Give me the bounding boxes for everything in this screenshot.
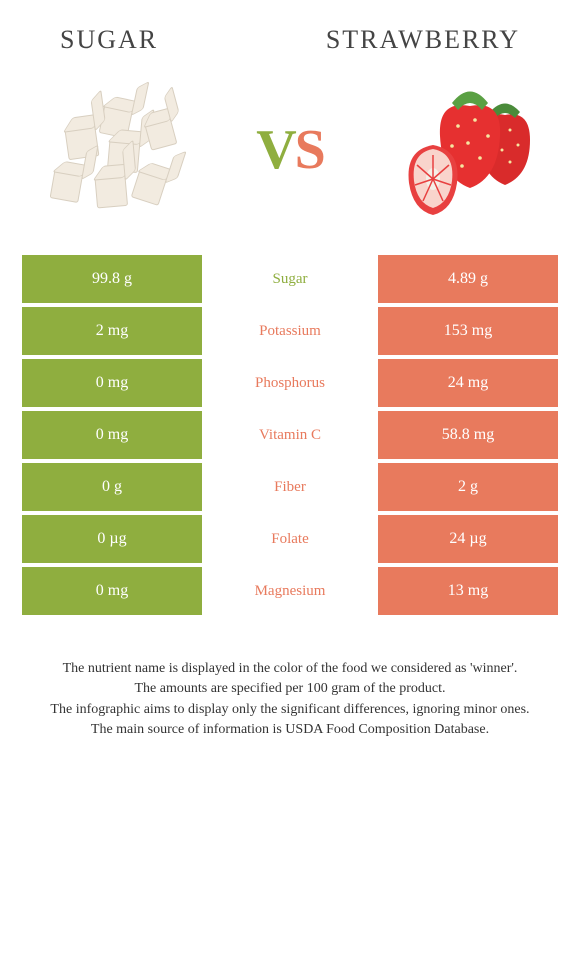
footer-line: The infographic aims to display only the…	[22, 700, 558, 720]
cell-nutrient-label: Potassium	[202, 307, 378, 355]
cell-right-value: 24 µg	[378, 515, 558, 563]
footer-notes: The nutrient name is displayed in the co…	[0, 619, 580, 740]
table-row: 0 mg Magnesium 13 mg	[22, 567, 558, 615]
cell-nutrient-label: Phosphorus	[202, 359, 378, 407]
table-row: 0 mg Phosphorus 24 mg	[22, 359, 558, 407]
cell-right-value: 4.89 g	[378, 255, 558, 303]
cell-left-value: 0 g	[22, 463, 202, 511]
vs-badge: VS	[256, 118, 324, 182]
table-row: 2 mg Potassium 153 mg	[22, 307, 558, 355]
footer-line: The main source of information is USDA F…	[22, 720, 558, 740]
cell-left-value: 0 mg	[22, 411, 202, 459]
cell-right-value: 13 mg	[378, 567, 558, 615]
table-row: 0 µg Folate 24 µg	[22, 515, 558, 563]
images-row: VS	[0, 65, 580, 255]
cell-left-value: 2 mg	[22, 307, 202, 355]
footer-line: The amounts are specified per 100 gram o…	[22, 679, 558, 699]
cell-left-value: 99.8 g	[22, 255, 202, 303]
nutrient-table: 99.8 g Sugar 4.89 g 2 mg Potassium 153 m…	[0, 255, 580, 615]
table-row: 0 g Fiber 2 g	[22, 463, 558, 511]
cell-nutrient-label: Folate	[202, 515, 378, 563]
cell-right-value: 58.8 mg	[378, 411, 558, 459]
strawberry-image	[380, 75, 550, 225]
food-title-right: Strawberry	[326, 25, 520, 55]
cell-right-value: 2 g	[378, 463, 558, 511]
cell-nutrient-label: Sugar	[202, 255, 378, 303]
vs-s-letter: S	[295, 119, 324, 181]
sugar-image	[30, 75, 200, 225]
footer-line: The nutrient name is displayed in the co…	[22, 659, 558, 679]
table-row: 99.8 g Sugar 4.89 g	[22, 255, 558, 303]
vs-v-letter: V	[256, 119, 294, 181]
cell-left-value: 0 mg	[22, 359, 202, 407]
table-row: 0 mg Vitamin C 58.8 mg	[22, 411, 558, 459]
food-title-left: Sugar	[60, 25, 158, 55]
cell-nutrient-label: Fiber	[202, 463, 378, 511]
cell-right-value: 24 mg	[378, 359, 558, 407]
cell-nutrient-label: Vitamin C	[202, 411, 378, 459]
cell-nutrient-label: Magnesium	[202, 567, 378, 615]
header: Sugar Strawberry	[0, 0, 580, 65]
cell-left-value: 0 mg	[22, 567, 202, 615]
cell-left-value: 0 µg	[22, 515, 202, 563]
cell-right-value: 153 mg	[378, 307, 558, 355]
